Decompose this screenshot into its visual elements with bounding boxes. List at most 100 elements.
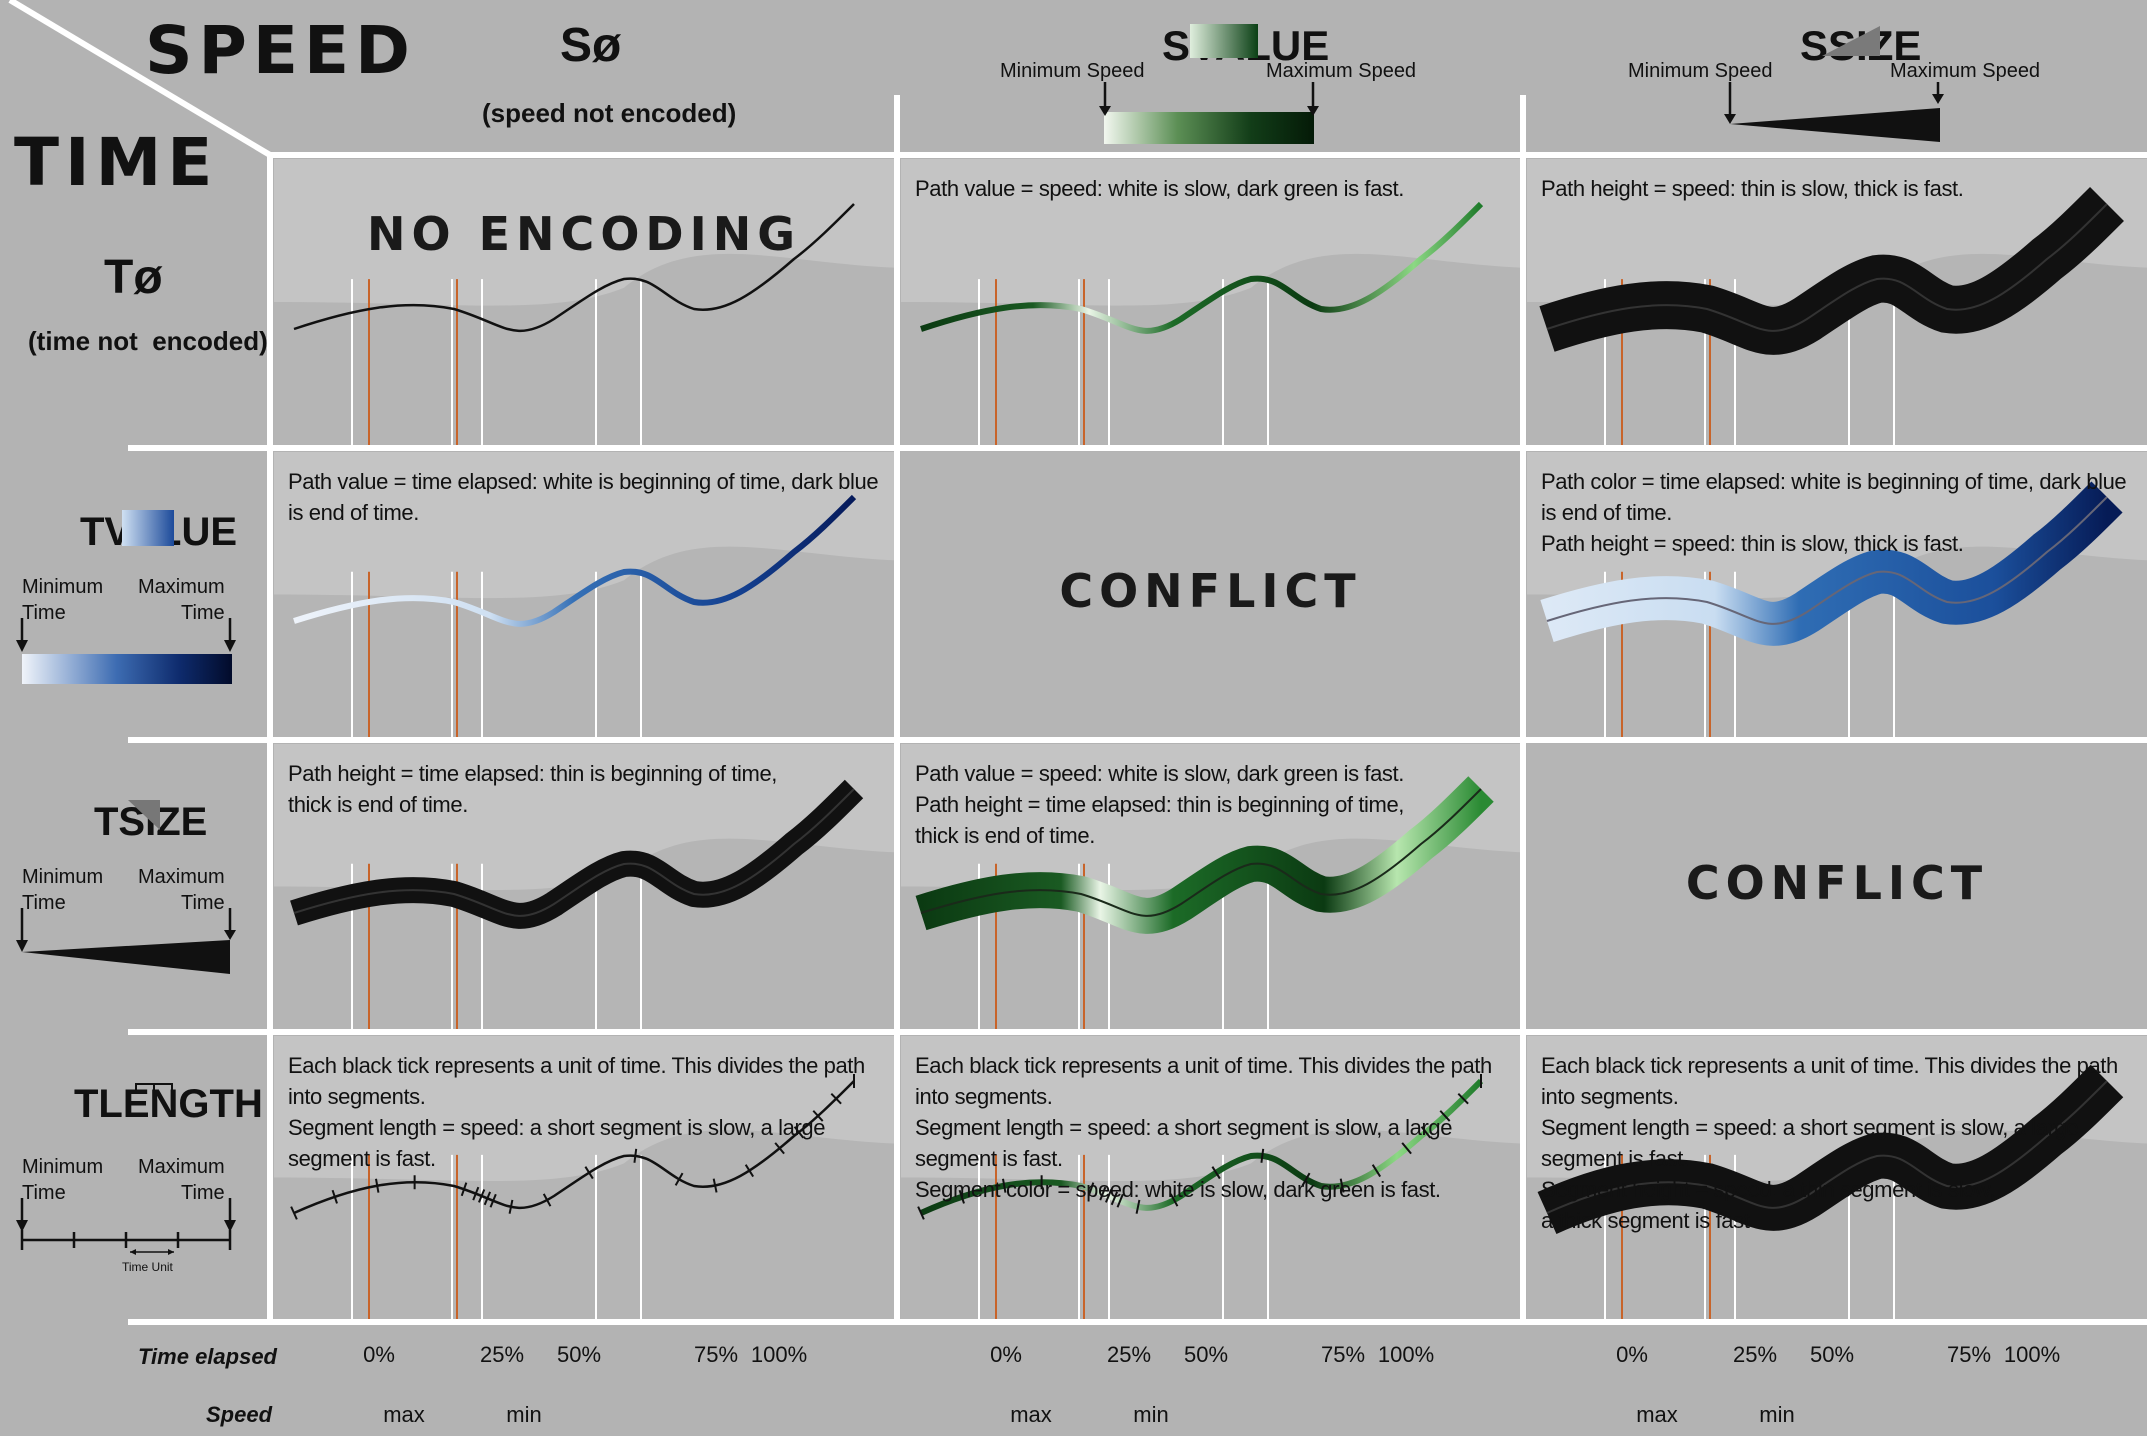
time-tick — [830, 1092, 842, 1105]
s-size-legend-wedge — [1724, 82, 1944, 142]
speed-tick-label: min — [506, 1402, 542, 1427]
time-tick — [958, 1189, 965, 1204]
cell-description: Each black tick represents a unit of tim… — [288, 1053, 865, 1171]
time-tick — [1099, 1186, 1107, 1201]
cell-description: Path height = speed: thin is slow, thick… — [1541, 176, 1964, 201]
path-line — [1546, 1080, 2108, 1214]
time-tick — [793, 1126, 805, 1139]
time-tick — [1339, 1178, 1345, 1193]
s-size-max-label: Maximum Speed — [1890, 60, 2041, 82]
time-tick-label: 50% — [1809, 1342, 1855, 1367]
t-length-max-label: Maximum Time — [138, 1156, 225, 1204]
t-size-min-label: Minimum Time — [22, 866, 104, 914]
cell-t-length-s-none: Each black tick represents a unit of tim… — [274, 1036, 894, 1319]
s-value-min-label: Minimum Speed — [1000, 60, 1145, 82]
cell-description: Path value = speed: white is slow, dark … — [915, 176, 1404, 201]
t-length-min-label: Minimum Time — [22, 1156, 104, 1204]
path-line — [293, 203, 855, 333]
speed-heading: SPEED — [145, 12, 416, 89]
s-value-max-label: Maximum Speed — [1266, 60, 1417, 82]
time-tick — [744, 1164, 755, 1178]
speed-tick-label: min — [1133, 1402, 1169, 1427]
s-value-arrows — [1099, 82, 1319, 116]
path-line — [1546, 203, 2108, 332]
time-tick — [375, 1178, 380, 1193]
time-heading: TIME — [14, 124, 219, 201]
cell-t-size-s-size: CONFLICT — [1527, 744, 2147, 1029]
time-tick — [812, 1110, 824, 1122]
time-tick-label: 0% — [1616, 1342, 1648, 1367]
cell-t-none-s-size: Path height = speed: thin is slow, thick… — [1527, 159, 2147, 445]
time-tick — [489, 1193, 497, 1208]
cell-graphic — [1527, 159, 2147, 445]
time-tick-label: 25% — [479, 1342, 525, 1367]
time-tick — [1401, 1142, 1412, 1155]
cell-graphic — [274, 452, 894, 737]
time-tick-label: 25% — [1732, 1342, 1778, 1367]
s-value-swatch — [1190, 24, 1258, 58]
col-subtitle-s-none: (speed not encoded) — [482, 98, 737, 128]
row-legend-graphics — [16, 618, 236, 1255]
time-tick — [1457, 1092, 1469, 1105]
cell-graphic — [274, 1036, 894, 1319]
cell-graphic — [901, 159, 1520, 445]
time-tick — [1371, 1164, 1382, 1178]
time-tick-label: 50% — [556, 1342, 602, 1367]
time-tick-label: 100% — [1377, 1342, 1435, 1367]
cell-graphic — [274, 744, 894, 1029]
cell-description: Path value = time elapsed: white is begi… — [288, 469, 879, 525]
time-tick — [1169, 1193, 1179, 1207]
cell-t-length-s-size: Each black tick represents a unit of tim… — [1527, 1036, 2147, 1319]
time-tick — [542, 1193, 552, 1207]
cell-description: Path value = speed: white is slow, dark … — [915, 761, 1404, 848]
time-tick — [290, 1206, 298, 1220]
speed-tick-label: max — [1636, 1402, 1678, 1427]
time-tick-label: 0% — [990, 1342, 1022, 1367]
time-tick-label: 25% — [1106, 1342, 1152, 1367]
conflict-label: CONFLICT — [1059, 564, 1362, 618]
speed-tick-label: min — [1759, 1402, 1795, 1427]
t-value-min-label: Minimum Time — [22, 576, 104, 624]
speed-tick-label: max — [383, 1402, 425, 1427]
cell-t-none-s-value: Path value = speed: white is slow, dark … — [901, 159, 1520, 445]
time-tick — [508, 1199, 514, 1214]
time-tick — [674, 1172, 684, 1186]
time-tick — [712, 1178, 718, 1193]
time-tick — [460, 1182, 468, 1197]
cell-t-size-s-value: Path value = speed: white is slow, dark … — [901, 744, 1520, 1029]
t-value-legend-bar — [22, 654, 232, 684]
s-size-min-label: Minimum Speed — [1628, 60, 1773, 82]
time-tick — [1002, 1178, 1007, 1193]
time-tick-label: 75% — [693, 1342, 739, 1367]
time-tick — [1087, 1182, 1095, 1197]
path-line — [293, 494, 857, 627]
time-tick — [472, 1186, 480, 1201]
time-tick-label: 100% — [750, 1342, 808, 1367]
t-value-max-label: Maximum Time — [138, 576, 225, 624]
path-line — [920, 788, 1482, 917]
time-tick — [1110, 1191, 1119, 1206]
path-line — [1546, 496, 2108, 625]
path-line — [293, 1080, 855, 1215]
time-tick-label: 0% — [363, 1342, 395, 1367]
time-tick — [1135, 1199, 1141, 1214]
time-tick — [1116, 1193, 1124, 1208]
time-tick-label: 75% — [1320, 1342, 1366, 1367]
path-line — [293, 788, 855, 917]
footer-time-label: Time elapsed — [138, 1344, 277, 1369]
cell-graphic — [274, 159, 894, 445]
t-value-swatch — [122, 510, 174, 546]
time-tick — [478, 1189, 486, 1203]
cell-t-size-s-none: Path height = time elapsed: thin is begi… — [274, 744, 894, 1029]
time-tick — [1301, 1172, 1311, 1186]
col-header-s-none: Sø — [560, 19, 622, 72]
time-tick — [633, 1148, 638, 1163]
time-tick-label: 50% — [1183, 1342, 1229, 1367]
cell-graphic — [901, 744, 1520, 1029]
time-tick — [1211, 1166, 1221, 1180]
cell-graphic — [1527, 1036, 2147, 1319]
time-tick — [774, 1142, 785, 1155]
t-size-max-label: Maximum Time — [138, 866, 225, 914]
cell-description: Path height = time elapsed: thin is begi… — [288, 761, 777, 817]
